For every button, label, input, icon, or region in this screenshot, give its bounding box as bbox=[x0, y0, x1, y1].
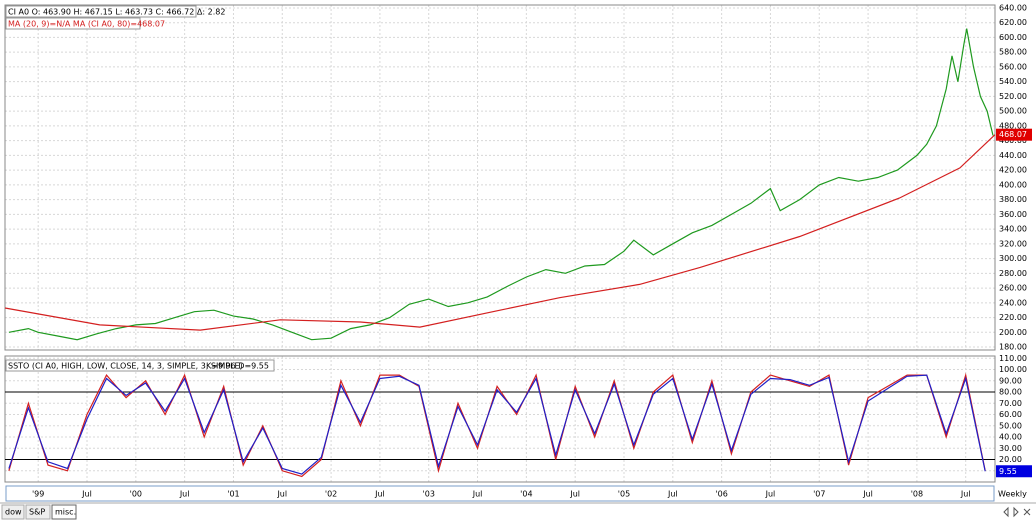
close-button[interactable] bbox=[1023, 508, 1031, 516]
y-tick-label: 420.00 bbox=[999, 166, 1027, 175]
y-tick-label: 80.00 bbox=[999, 388, 1022, 397]
price-panel bbox=[4, 4, 996, 351]
y-tick-label: 300.00 bbox=[999, 254, 1027, 263]
next-button[interactable] bbox=[1013, 506, 1019, 518]
x-tick-label: Jul bbox=[276, 490, 287, 499]
y-tick-label: 400.00 bbox=[999, 180, 1027, 189]
y-tick-label: 200.00 bbox=[999, 328, 1027, 337]
y-tick-label: 60.00 bbox=[999, 410, 1022, 419]
tab[interactable] bbox=[25, 504, 51, 520]
last-value-label: 9.55 bbox=[999, 467, 1017, 476]
tabs: dow S&P misc. bbox=[1, 504, 77, 520]
price-info: CI A0 O: 463.90 H: 467.15 L: 463.73 C: 4… bbox=[8, 8, 225, 17]
y-tick-label: 440.00 bbox=[999, 151, 1027, 160]
y-tick-label: 50.00 bbox=[999, 421, 1022, 430]
period: Weekly bbox=[998, 490, 1027, 499]
x-tick-label: '03 bbox=[423, 490, 435, 499]
y-tick-label: 640.00 bbox=[999, 3, 1027, 12]
stoch-info: SSTO (CI A0, HIGH, LOW, CLOSE, 14, 3, SI… bbox=[8, 362, 243, 371]
x-tick-label: Jul bbox=[960, 490, 971, 499]
y-tick-label: 220.00 bbox=[999, 313, 1027, 322]
y-tick-label: 380.00 bbox=[999, 195, 1027, 204]
tab[interactable] bbox=[1, 504, 25, 520]
series-line bbox=[8, 374, 986, 475]
y-tick-label: 540.00 bbox=[999, 77, 1027, 86]
last-value-box bbox=[996, 128, 1032, 141]
x-tick-label: '00 bbox=[130, 490, 142, 499]
prev-button[interactable] bbox=[1003, 506, 1009, 518]
y-tick-label: 20.00 bbox=[999, 455, 1022, 464]
x-tick-label: Jul bbox=[667, 490, 678, 499]
last-value-box bbox=[996, 465, 1032, 478]
x-tick-label: '04 bbox=[520, 490, 532, 499]
time-axis bbox=[5, 485, 995, 502]
y-tick-label: 520.00 bbox=[999, 92, 1027, 101]
y-tick-label: 40.00 bbox=[999, 433, 1022, 442]
info-box bbox=[5, 359, 275, 372]
x-tick-label: Jul bbox=[765, 490, 776, 499]
ma-info: MA (20, 9)=N/A MA (CI A0, 80)=468.07 bbox=[8, 20, 165, 29]
y-tick-label: 280.00 bbox=[999, 269, 1027, 278]
x-tick-label: '08 bbox=[911, 490, 923, 499]
x-tick-label: '02 bbox=[325, 490, 337, 499]
y-tick-label: 620.00 bbox=[999, 18, 1027, 27]
series-line bbox=[8, 28, 994, 341]
y-tick-label: 360.00 bbox=[999, 210, 1027, 219]
y-tick-label: 500.00 bbox=[999, 107, 1027, 116]
y-tick-label: 110.00 bbox=[999, 354, 1027, 363]
y-tick-label: 90.00 bbox=[999, 376, 1022, 385]
stoch-values: K=9.96 D=9.55 bbox=[206, 362, 269, 371]
info-box bbox=[5, 5, 197, 18]
y-tick-label: 560.00 bbox=[999, 62, 1027, 71]
y-tick-label: 180.00 bbox=[999, 343, 1027, 352]
y-tick-label: 260.00 bbox=[999, 284, 1027, 293]
y-tick-label: 30.00 bbox=[999, 444, 1022, 453]
info-box bbox=[5, 17, 141, 30]
tab-label[interactable]: dow bbox=[5, 508, 22, 517]
x-tick-label: '01 bbox=[227, 490, 239, 499]
y-tick-label: 580.00 bbox=[999, 48, 1027, 57]
x-tick-label: Jul bbox=[472, 490, 483, 499]
x-tick-label: '05 bbox=[618, 490, 630, 499]
tab[interactable] bbox=[51, 504, 77, 520]
y-tick-label: 100.00 bbox=[999, 365, 1027, 374]
x-tick-label: Jul bbox=[862, 490, 873, 499]
x-tick-label: '07 bbox=[813, 490, 825, 499]
last-value-label: 468.07 bbox=[999, 130, 1027, 139]
x-tick-label: '06 bbox=[715, 490, 727, 499]
y-tick-label: 480.00 bbox=[999, 121, 1027, 130]
stoch-panel bbox=[4, 355, 996, 483]
tab-label[interactable]: S&P bbox=[29, 508, 45, 517]
x-tick-label: Jul bbox=[179, 490, 190, 499]
x-tick-label: Jul bbox=[374, 490, 385, 499]
y-tick-label: 240.00 bbox=[999, 298, 1027, 307]
y-tick-label: 600.00 bbox=[999, 33, 1027, 42]
series-line bbox=[4, 134, 996, 331]
x-tick-label: '99 bbox=[32, 490, 44, 499]
y-tick-label: 70.00 bbox=[999, 399, 1022, 408]
x-tick-label: Jul bbox=[569, 490, 580, 499]
tab-label[interactable]: misc. bbox=[55, 508, 76, 517]
x-tick-label: Jul bbox=[81, 490, 92, 499]
y-tick-label: 340.00 bbox=[999, 225, 1027, 234]
y-tick-label: 320.00 bbox=[999, 239, 1027, 248]
